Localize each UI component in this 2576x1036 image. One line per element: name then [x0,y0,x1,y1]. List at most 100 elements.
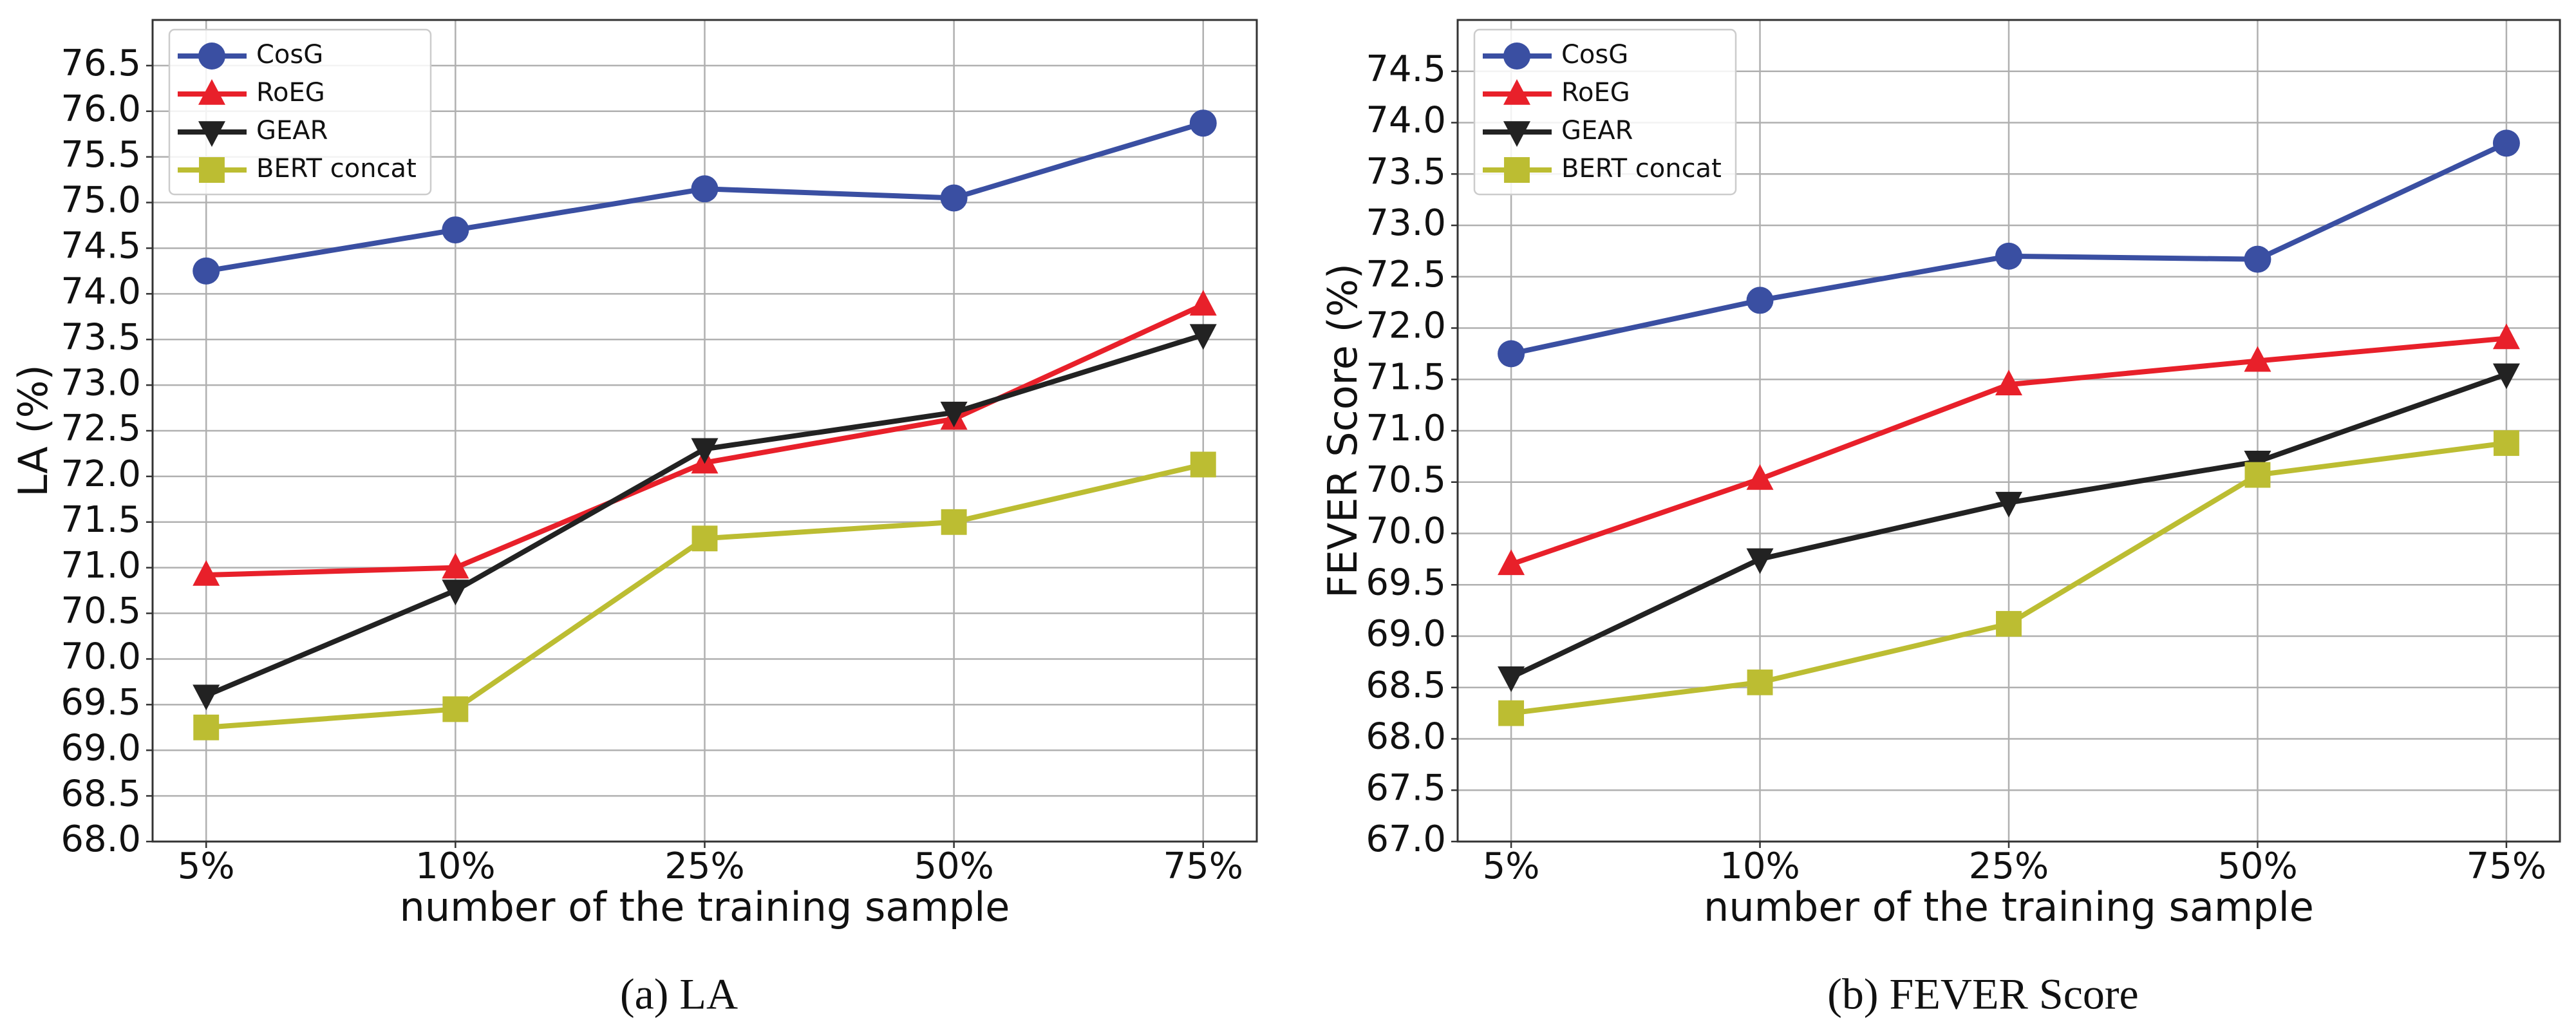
data-point [1995,370,2022,396]
legend-marker [199,157,225,183]
data-point [1996,610,2022,637]
data-point [941,509,967,535]
legend-label: CosG [1561,40,1628,70]
legend-box [1473,28,1737,196]
legend-label: GEAR [256,116,328,146]
data-point [442,696,469,722]
y-tick-label: 71.0 [61,545,141,587]
y-tick-label: 71.5 [61,499,141,541]
data-point [442,552,469,579]
x-tick-label: 10% [1720,845,1800,887]
x-tick-label: 10% [415,845,495,887]
data-point [1995,242,2022,270]
legend-label: BERT concat [1561,154,1722,184]
legend-marker [1503,121,1530,147]
y-tick-label: 74.5 [1366,48,1446,90]
y-tick-label: 73.0 [61,362,141,404]
data-point [442,216,469,244]
data-point [2244,462,2271,488]
y-tick-label: 74.0 [61,270,141,312]
legend-label: GEAR [1561,116,1633,146]
y-tick-label: 68.0 [1366,716,1446,758]
y-tick-label: 73.0 [1366,202,1446,244]
data-point [193,257,220,285]
x-tick-label: 25% [664,845,744,887]
data-point [1746,287,1774,314]
data-point [691,438,719,464]
y-tick-label: 67.0 [1366,818,1446,860]
y-tick-label: 70.0 [1366,511,1446,552]
x-tick-label: 5% [178,845,235,887]
data-point [691,175,719,203]
x-tick-label: 25% [1969,845,2049,887]
legend-label: RoEG [1561,78,1630,108]
data-point [940,401,968,428]
data-point [1498,549,1525,576]
legend-label: RoEG [256,78,325,108]
data-point [1189,290,1217,316]
y-tick-label: 69.0 [61,727,141,769]
legend-marker [198,42,225,70]
y-tick-label: 70.5 [61,590,141,632]
x-tick-label: 50% [914,845,993,887]
y-tick-label: 76.0 [61,88,141,130]
data-point [1190,451,1216,478]
y-tick-label: 74.0 [1366,100,1446,142]
x-axis-label: number of the training sample [1704,883,2314,930]
y-axis-label: FEVER Score (%) [1319,263,1366,598]
data-point [193,684,220,711]
y-tick-label: 69.0 [1366,613,1446,655]
data-point [691,525,718,552]
data-point [1498,700,1525,726]
y-tick-label: 67.5 [1366,767,1446,809]
data-point [2492,323,2520,350]
legend-marker [198,121,225,147]
data-point [1498,666,1525,692]
caption: (a) LA [620,970,738,1019]
y-tick-label: 69.5 [61,681,141,723]
legend-marker [1504,157,1530,183]
y-tick-label: 71.0 [1366,408,1446,449]
y-tick-label: 72.5 [1366,254,1446,296]
x-tick-label: 5% [1483,845,1540,887]
y-axis-label: LA (%) [10,364,57,496]
data-point [193,560,220,586]
x-tick-label: 50% [2217,845,2297,887]
y-tick-label: 75.0 [61,180,141,221]
data-point [1746,548,1774,574]
data-point [193,714,220,740]
y-tick-label: 76.5 [61,42,141,84]
y-tick-label: 70.5 [1366,459,1446,501]
y-tick-label: 75.5 [61,134,141,176]
data-point [2492,363,2520,390]
x-axis-label: number of the training sample [400,883,1010,930]
data-point [1189,324,1217,350]
legend-box [168,28,432,196]
plot-frame [151,19,1258,843]
y-tick-label: 72.0 [1366,305,1446,347]
y-tick-label: 68.5 [61,773,141,815]
legend-marker [1503,42,1530,70]
y-tick-label: 70.0 [61,636,141,678]
data-point [1189,109,1217,137]
data-point [1995,491,2022,518]
y-tick-label: 72.0 [61,453,141,495]
data-point [1747,669,1773,695]
y-tick-label: 68.0 [61,818,141,860]
data-point [1746,464,1774,490]
data-point [2492,129,2520,157]
legend-marker [1503,79,1530,105]
data-point [940,184,968,212]
data-point [2493,430,2519,457]
y-tick-label: 72.5 [61,408,141,449]
legend-label: BERT concat [256,154,417,184]
x-tick-label: 75% [2467,845,2546,887]
caption: (b) FEVER Score [1827,970,2138,1019]
legend-label: CosG [256,40,323,70]
legend-marker [198,79,225,105]
data-point [2244,245,2271,273]
x-tick-label: 75% [1163,845,1243,887]
y-tick-label: 74.5 [61,225,141,267]
